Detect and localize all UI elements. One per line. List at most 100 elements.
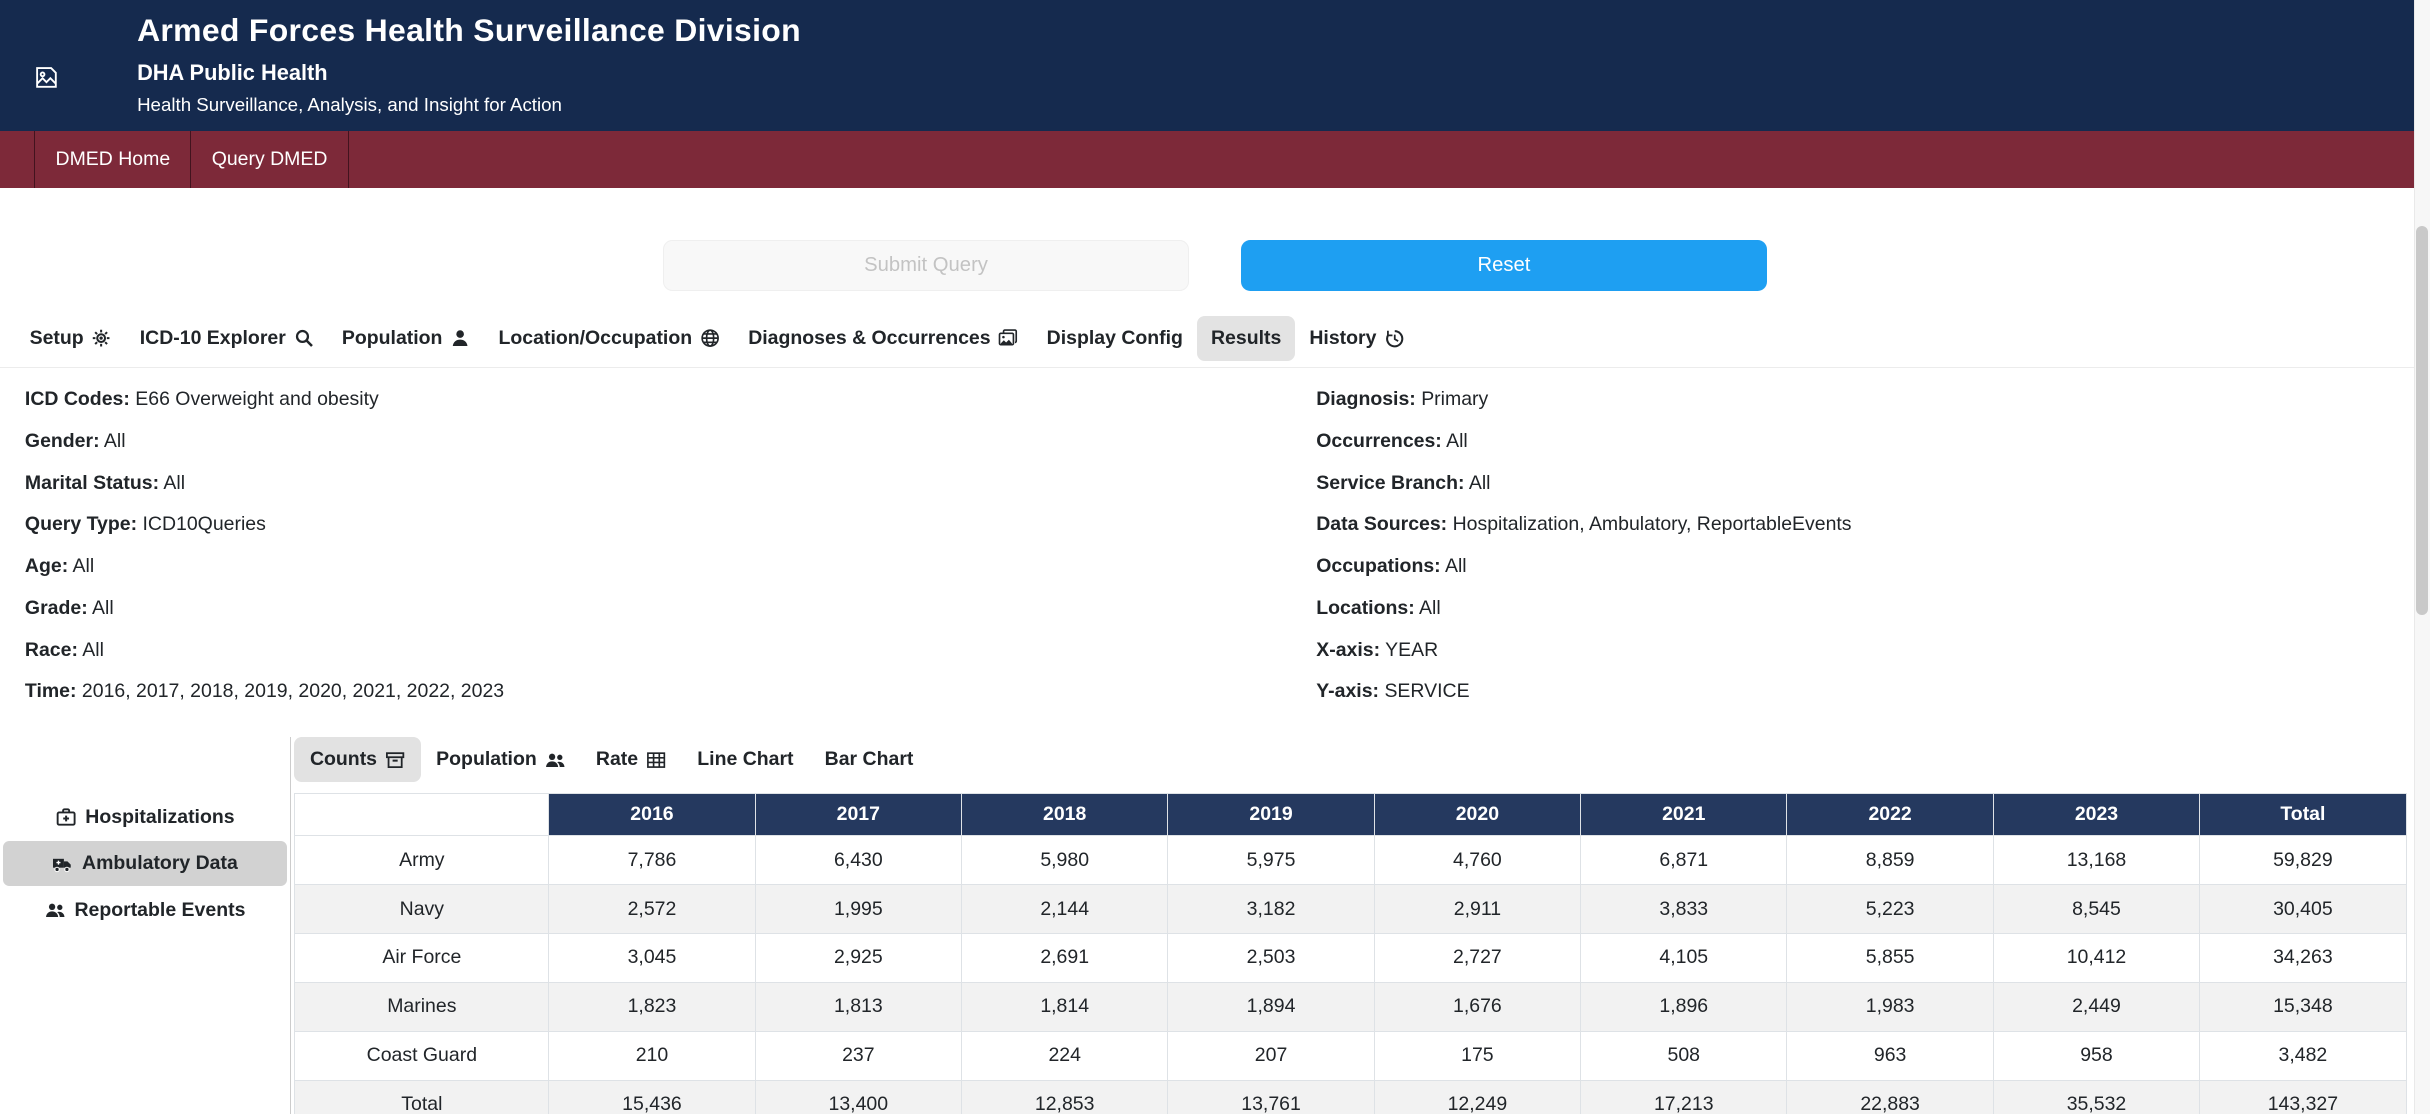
summary-grade: Grade: All [25, 597, 1316, 620]
results-area: Hospitalizations Ambulatory Data Reportabl… [0, 737, 2430, 1114]
tab-setup[interactable]: Setup [16, 316, 126, 361]
table-row-navy: Navy 2,572 1,995 2,144 3,182 2,911 3,833 5,223 8… [294, 884, 2407, 935]
summary-right-col: Diagnosis: Primary Occurrences: All Servic… [1316, 388, 1851, 722]
cell: 3,045 [548, 933, 756, 983]
cell: 5,855 [1786, 933, 1994, 983]
col-header-2017: 2017 [754, 793, 963, 837]
summary-value: All [68, 555, 95, 578]
tab-label: Display Config [1046, 327, 1183, 350]
subtab-counts[interactable]: Counts [294, 737, 421, 783]
summary-label: Marital Status: [24, 471, 160, 494]
reset-button[interactable]: Reset [1240, 239, 1768, 292]
cell: 5,223 [1786, 884, 1994, 935]
summary-icd-codes: ICD Codes: E66 Overweight and obesity [25, 388, 1316, 411]
cell: 1,995 [754, 884, 963, 935]
summary-x-axis: X-axis: YEAR [1316, 639, 1851, 662]
col-header-2022: 2022 [1786, 793, 1994, 837]
cell: 2,503 [1167, 933, 1375, 983]
summary-service-branch: Service Branch: All [1316, 472, 1851, 495]
summary-query-type: Query Type: ICD10Queries [25, 513, 1316, 536]
row-label: Marines [294, 981, 550, 1032]
subtab-bar-chart[interactable]: Bar Chart [809, 737, 929, 782]
nav-item-query-dmed[interactable]: Query DMED [191, 130, 349, 189]
cell: 2,572 [548, 884, 756, 935]
cell: 508 [1580, 1030, 1788, 1081]
globe-icon [700, 328, 720, 348]
table-row-coast-guard: Coast Guard 210 237 224 207 175 508 963 958 3,482 [294, 1030, 2407, 1081]
summary-label: ICD Codes: [24, 388, 130, 411]
cell: 6,430 [754, 835, 963, 886]
cell: 5,980 [960, 835, 1169, 886]
summary-value: All [1440, 555, 1467, 578]
tab-results[interactable]: Results [1196, 316, 1296, 361]
summary-label: Grade: [24, 596, 88, 619]
summary-label: Age: [24, 555, 69, 578]
cell: 143,327 [2199, 1079, 2407, 1114]
cell: 4,760 [1373, 835, 1582, 886]
cell: 175 [1373, 1030, 1582, 1081]
sidebar-item-hospitalizations[interactable]: Hospitalizations [3, 795, 287, 840]
summary-value: All [77, 638, 104, 661]
subtab-line-chart[interactable]: Line Chart [682, 737, 809, 782]
cell: 1,676 [1373, 981, 1582, 1032]
cell: 2,691 [960, 933, 1169, 983]
sidebar-item-ambulatory-data[interactable]: Ambulatory Data [3, 841, 288, 887]
col-header-2023: 2023 [1992, 793, 2201, 837]
tab-population[interactable]: Population [328, 316, 485, 361]
col-header-2018: 2018 [960, 793, 1169, 837]
cell: 10,412 [1992, 933, 2201, 983]
summary-label: Data Sources: [1316, 513, 1448, 536]
results-table: 2016 2017 2018 2019 2020 2021 2022 2023 Total Arm… [294, 793, 2407, 1114]
tab-history[interactable]: History [1295, 316, 1418, 361]
person-icon [450, 328, 470, 348]
cell: 12,249 [1373, 1079, 1582, 1114]
people-icon [545, 750, 565, 770]
summary-value: All [1464, 471, 1491, 494]
table-icon [646, 750, 666, 770]
tab-diagnoses-occurrences[interactable]: Diagnoses & Occurrences [734, 316, 1032, 361]
cell: 224 [960, 1030, 1169, 1081]
table-row-marines: Marines 1,823 1,813 1,814 1,894 1,676 1,896 1,9… [294, 981, 2407, 1032]
subtab-population[interactable]: Population [421, 737, 581, 782]
app-header: Armed Forces Health Surveillance Divisio… [0, 0, 2430, 131]
cell: 59,829 [2199, 835, 2407, 886]
subtab-rate[interactable]: Rate [580, 737, 681, 782]
summary-time: Time: 2016, 2017, 2018, 2019, 2020, 2021… [25, 680, 1316, 703]
cell: 2,925 [754, 933, 963, 983]
nav-item-dmed-home[interactable]: DMED Home [34, 130, 192, 189]
tab-display-config[interactable]: Display Config [1033, 316, 1197, 361]
ambulance-icon [52, 854, 72, 874]
table-row-total: Total 15,436 13,400 12,853 13,761 12,249 17,21… [294, 1079, 2407, 1114]
tab-location-occupation[interactable]: Location/Occupation [485, 316, 735, 361]
sidebar-item-reportable-events[interactable]: Reportable Events [3, 888, 287, 933]
cell: 958 [1992, 1030, 2201, 1081]
summary-value: SERVICE [1379, 680, 1470, 703]
tab-icd-10-explorer[interactable]: ICD-10 Explorer [126, 316, 328, 361]
table-row-army: Army 7,786 6,430 5,980 5,975 4,760 6,871 8,859 1… [294, 835, 2407, 886]
cell: 12,853 [960, 1079, 1169, 1114]
cell: 6,871 [1580, 835, 1788, 886]
cell: 237 [754, 1030, 963, 1081]
summary-value: YEAR [1380, 638, 1439, 661]
cell: 17,213 [1580, 1079, 1788, 1114]
summary-race: Race: All [25, 639, 1316, 662]
cell: 5,975 [1167, 835, 1375, 886]
banner-text: Armed Forces Health Surveillance Divisio… [137, 12, 2430, 116]
scrollbar-thumb[interactable] [2416, 225, 2429, 616]
submit-query-button[interactable]: Submit Query [662, 239, 1190, 292]
row-label: Coast Guard [294, 1030, 550, 1081]
summary-occurrences: Occurrences: All [1316, 430, 1851, 453]
cell: 8,859 [1786, 835, 1994, 886]
summary-label: Race: [24, 638, 78, 661]
cell: 15,436 [548, 1079, 756, 1114]
people-icon [45, 900, 65, 920]
summary-value: ICD10Queries [137, 513, 266, 536]
row-label: Total [294, 1079, 550, 1114]
scrollbar-track[interactable] [2414, 0, 2430, 1114]
summary-value: Primary [1415, 388, 1489, 411]
cell: 207 [1167, 1030, 1375, 1081]
summary-occupations: Occupations: All [1316, 555, 1851, 578]
cell: 2,727 [1373, 933, 1582, 983]
summary-gender: Gender: All [25, 430, 1316, 453]
